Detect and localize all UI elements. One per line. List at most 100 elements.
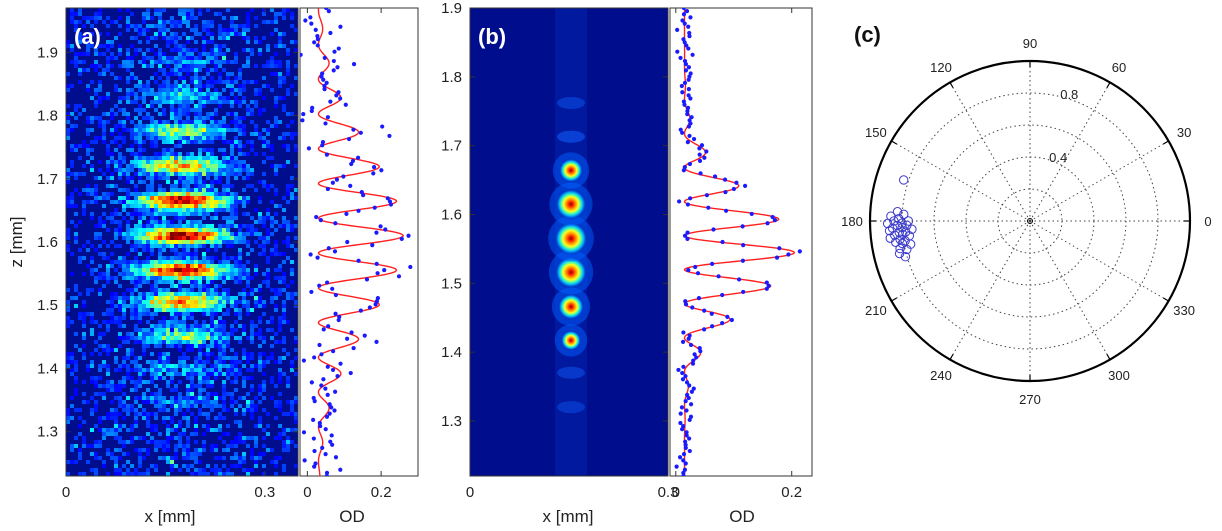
y-tick-label: 1.8 <box>441 69 462 86</box>
data-point <box>682 467 688 472</box>
polar-angle-label: 90 <box>1023 36 1037 51</box>
data-point <box>350 158 356 163</box>
data-point <box>685 105 691 110</box>
data-point <box>325 392 330 397</box>
data-point <box>678 127 683 132</box>
data-point <box>749 211 754 217</box>
data-point <box>686 24 691 29</box>
panel-b-x-label: x [mm] <box>543 507 594 526</box>
data-point <box>327 411 332 416</box>
data-point <box>334 93 339 98</box>
data-point <box>312 399 317 404</box>
data-point <box>697 158 703 163</box>
data-point <box>320 71 325 76</box>
data-point <box>686 336 691 341</box>
data-point <box>687 30 692 36</box>
data-point <box>325 186 330 192</box>
data-point <box>698 349 703 354</box>
data-point <box>740 224 745 229</box>
polar-radius-label: 0.8 <box>1060 87 1078 102</box>
polar-angle-label: 330 <box>1173 303 1195 318</box>
data-point <box>336 46 341 51</box>
y-tick-label: 1.8 <box>37 108 58 125</box>
panel-b-x-axis: 0 0.3 <box>466 8 678 501</box>
data-point <box>679 405 685 410</box>
x-tick-label: 0 <box>466 484 474 501</box>
data-point <box>690 52 695 57</box>
data-point <box>373 302 378 307</box>
data-point <box>325 115 331 120</box>
data-point <box>691 386 696 391</box>
data-point <box>684 380 690 385</box>
y-tick-label: 1.3 <box>37 424 58 441</box>
data-point <box>320 143 325 148</box>
data-point <box>678 411 683 416</box>
data-point <box>688 96 693 101</box>
data-point <box>332 408 337 413</box>
data-point <box>682 233 688 238</box>
data-point <box>741 289 746 295</box>
data-point <box>321 77 326 82</box>
data-point <box>687 417 692 422</box>
y-tick-label: 1.5 <box>37 297 58 314</box>
data-point <box>396 274 402 279</box>
fit-curve <box>683 8 795 476</box>
data-point <box>687 436 692 441</box>
data-point <box>374 339 379 344</box>
data-point <box>336 317 341 323</box>
data-point <box>335 374 340 379</box>
data-point <box>681 364 686 369</box>
data-point <box>318 218 323 223</box>
data-point <box>323 121 328 126</box>
data-point <box>358 308 363 313</box>
data-point <box>704 193 710 198</box>
data-point <box>683 62 689 67</box>
data-point <box>323 452 328 457</box>
data-point <box>706 205 711 210</box>
y-tick-label: 1.7 <box>441 138 462 155</box>
panel-c-polar-plot: 0 30 60 90 120 150 180 210 240 270 300 330 0.4 0.8 <box>841 36 1211 407</box>
data-point <box>688 15 693 20</box>
data-point <box>680 377 686 382</box>
data-point <box>683 399 688 404</box>
panel-a-profile-x-label: OD <box>339 507 365 526</box>
data-point <box>309 289 314 295</box>
data-point <box>310 105 315 110</box>
y-tick-label: 1.6 <box>37 234 58 251</box>
polar-data-point <box>897 218 907 228</box>
data-point <box>335 65 340 70</box>
data-point <box>321 377 326 382</box>
data-point <box>324 414 330 419</box>
data-point <box>692 352 697 357</box>
data-point <box>770 214 775 220</box>
data-point <box>336 90 341 95</box>
data-point <box>720 239 725 245</box>
data-point <box>674 464 679 469</box>
data-point <box>333 389 338 394</box>
data-point <box>312 40 317 45</box>
data-point <box>712 174 718 179</box>
data-point <box>741 243 746 248</box>
data-point <box>318 423 323 429</box>
data-point <box>698 171 703 176</box>
data-point <box>327 402 332 407</box>
data-point <box>351 62 357 67</box>
polar-data-point <box>907 224 917 234</box>
data-point <box>684 9 690 14</box>
data-point <box>736 277 742 282</box>
data-point <box>680 130 685 135</box>
data-point <box>696 296 702 301</box>
x-tick-label: 0 <box>672 484 680 501</box>
polar-data-point <box>894 248 905 259</box>
data-point <box>687 383 692 388</box>
data-point <box>688 196 693 201</box>
data-point <box>680 339 686 344</box>
y-tick-label: 1.6 <box>441 206 462 223</box>
data-point <box>326 246 331 251</box>
data-point <box>345 239 350 245</box>
data-point <box>322 87 327 92</box>
data-point <box>356 258 361 263</box>
data-point <box>683 302 689 307</box>
data-point <box>364 277 370 282</box>
data-point <box>321 327 326 332</box>
